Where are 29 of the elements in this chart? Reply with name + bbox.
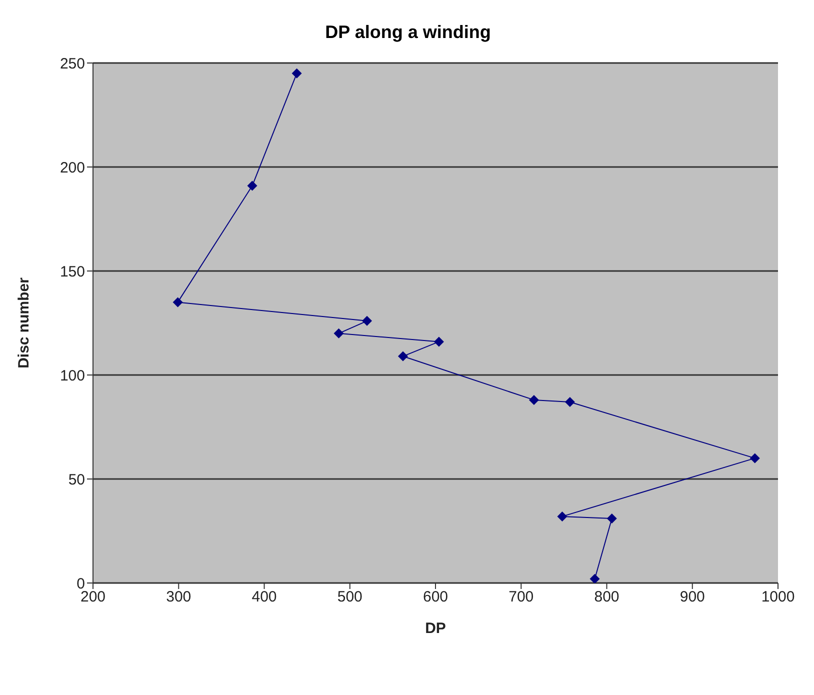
point — [557, 511, 568, 522]
x-tick-label: 1000 — [761, 588, 795, 606]
point — [398, 351, 408, 362]
x-tick-label: 800 — [594, 588, 620, 606]
x-tick-label: 300 — [166, 588, 192, 606]
chart-title: DP along a winding — [324, 22, 492, 43]
point — [334, 328, 344, 338]
y-tick-label: 100 — [60, 367, 85, 384]
point — [750, 453, 760, 464]
point — [172, 297, 183, 308]
x-tick-label: 600 — [422, 588, 448, 606]
point — [590, 574, 600, 583]
y-tick-label: 250 — [60, 55, 85, 72]
x-tick-label: 400 — [252, 588, 277, 606]
x-tick-label: 900 — [680, 588, 705, 606]
y-tick-label: 50 — [68, 471, 85, 488]
y-tick-label: 200 — [60, 159, 85, 176]
y-axis-title: Disc number — [15, 277, 32, 368]
point — [606, 514, 617, 524]
x-tick-label: 700 — [508, 588, 534, 606]
point — [247, 180, 258, 191]
point — [434, 336, 444, 347]
point — [362, 316, 372, 326]
point — [292, 68, 302, 78]
x-axis-title: DP — [425, 620, 446, 637]
y-tick-label: 150 — [60, 263, 85, 280]
x-tick-label: 500 — [337, 588, 362, 606]
point — [564, 397, 575, 408]
point — [528, 394, 539, 405]
